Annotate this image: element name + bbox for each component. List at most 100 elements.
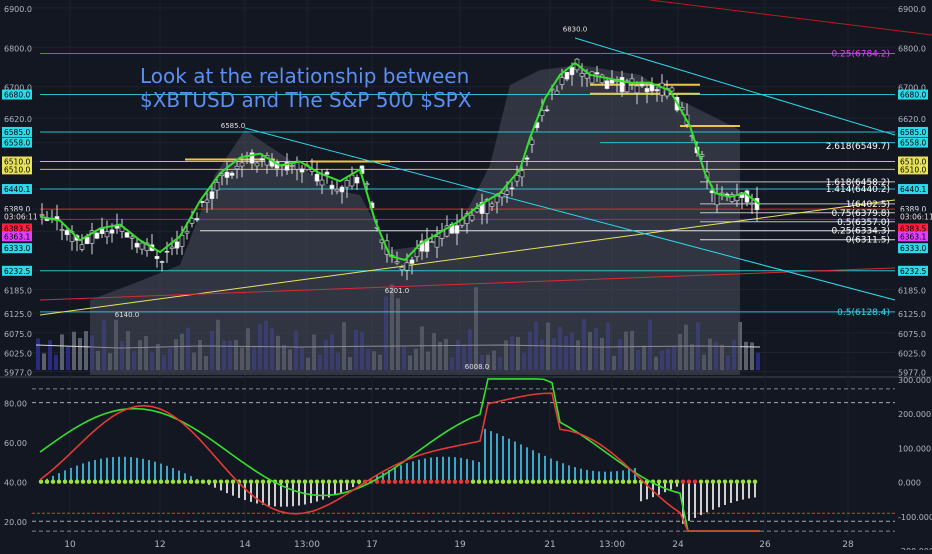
x-tick-label: 14 bbox=[239, 540, 251, 550]
osc-histogram-bar bbox=[154, 462, 156, 482]
osc-zero-dot bbox=[591, 479, 595, 483]
osc-zero-dot bbox=[219, 479, 223, 483]
osc-histogram-bar bbox=[148, 460, 150, 482]
x-tick-label: 17 bbox=[366, 540, 377, 550]
osc-zero-dot bbox=[537, 479, 541, 483]
osc-histogram-bar bbox=[466, 459, 468, 482]
osc-histogram-bar bbox=[454, 457, 456, 482]
osc-right-tick: 100.000 bbox=[898, 444, 931, 453]
candle-body bbox=[495, 196, 499, 202]
osc-histogram-bar bbox=[316, 482, 318, 502]
candle-body bbox=[410, 260, 414, 264]
osc-zero-dot bbox=[693, 479, 697, 483]
osc-histogram-bar bbox=[160, 464, 162, 482]
osc-zero-dot bbox=[585, 479, 589, 483]
osc-left-tick: 60.00 bbox=[4, 439, 27, 448]
candle-body bbox=[395, 262, 399, 263]
osc-zero-dot bbox=[753, 479, 757, 483]
osc-zero-dot bbox=[471, 479, 475, 483]
chart-annotation: Look at the relationship between $XBTUSD… bbox=[140, 64, 471, 112]
candle-body bbox=[545, 110, 549, 111]
osc-zero-dot bbox=[87, 479, 91, 483]
osc-zero-dot bbox=[453, 479, 457, 483]
osc-histogram-bar bbox=[88, 462, 90, 482]
candle-body bbox=[205, 200, 209, 202]
osc-histogram-bar bbox=[448, 457, 450, 482]
osc-histogram-bar bbox=[142, 459, 144, 482]
fib-label: 2.618(6549.7) bbox=[826, 142, 890, 152]
osc-zero-dot bbox=[513, 479, 517, 483]
osc-zero-dot bbox=[225, 479, 229, 483]
osc-zero-dot bbox=[681, 479, 685, 483]
candle-body bbox=[235, 166, 239, 169]
y-tick-label: 6025.0 bbox=[898, 350, 926, 359]
candle-body bbox=[255, 163, 259, 166]
osc-zero-dot bbox=[135, 479, 139, 483]
osc-histogram-bar bbox=[262, 482, 264, 505]
price-tag-label: 6232.5 bbox=[4, 267, 30, 276]
candle-body bbox=[165, 251, 169, 252]
fib-label: 0.25(6784.2) bbox=[831, 49, 890, 59]
osc-zero-dot bbox=[279, 479, 283, 483]
candle-body bbox=[365, 184, 369, 185]
osc-histogram-bar bbox=[568, 465, 570, 481]
osc-zero-dot bbox=[315, 479, 319, 483]
osc-histogram-bar bbox=[322, 482, 324, 500]
y-tick-label: 6900.0 bbox=[898, 5, 926, 14]
osc-zero-dot bbox=[285, 479, 289, 483]
osc-zero-dot bbox=[129, 479, 133, 483]
osc-histogram-bar bbox=[544, 456, 546, 482]
y-tick-label-left: 6900.0 bbox=[4, 5, 32, 14]
osc-histogram-bar bbox=[430, 458, 432, 482]
price-tag-label: 6680.0 bbox=[900, 91, 926, 100]
price-tag-label: 6232.5 bbox=[900, 267, 926, 276]
osc-zero-dot bbox=[99, 479, 103, 483]
osc-zero-dot bbox=[291, 479, 295, 483]
osc-zero-dot bbox=[609, 479, 613, 483]
osc-right-tick: 0.000 bbox=[898, 479, 921, 488]
osc-histogram-bar bbox=[556, 461, 558, 482]
candle-body bbox=[160, 261, 164, 262]
y-tick-label: 6075.0 bbox=[898, 330, 926, 339]
candle-body bbox=[400, 267, 404, 269]
osc-zero-dot bbox=[465, 479, 469, 483]
candle-body bbox=[660, 83, 664, 95]
osc-zero-dot bbox=[561, 479, 565, 483]
osc-zero-dot bbox=[111, 479, 115, 483]
candle-body bbox=[645, 88, 649, 91]
candle-body bbox=[95, 233, 99, 238]
candle-body bbox=[500, 193, 504, 197]
candle-body bbox=[240, 163, 244, 166]
candle-body bbox=[490, 204, 494, 207]
osc-histogram-bar bbox=[124, 457, 126, 482]
osc-histogram-bar bbox=[442, 457, 444, 482]
osc-histogram-bar bbox=[286, 482, 288, 507]
osc-zero-dot bbox=[411, 479, 415, 483]
price-tag-label: 6333.0 bbox=[900, 244, 926, 253]
price-point-label: 6201.0 bbox=[385, 287, 410, 295]
price-point-label: 6585.0 bbox=[221, 122, 246, 130]
candle-body bbox=[580, 73, 584, 76]
candle-body bbox=[700, 155, 704, 156]
osc-left-tick: 40.00 bbox=[4, 479, 27, 488]
osc-zero-dot bbox=[447, 479, 451, 483]
candle-body bbox=[185, 231, 189, 233]
osc-zero-dot bbox=[429, 479, 433, 483]
volume-bar bbox=[84, 331, 88, 370]
osc-zero-dot bbox=[177, 479, 181, 483]
volume-bar bbox=[744, 342, 748, 370]
osc-zero-dot bbox=[531, 479, 535, 483]
osc-zero-dot bbox=[747, 479, 751, 483]
osc-zero-dot bbox=[711, 479, 715, 483]
osc-histogram-bar bbox=[472, 460, 474, 481]
candle-body bbox=[140, 243, 144, 249]
osc-histogram-bar bbox=[478, 462, 480, 482]
osc-left-tick: 20.00 bbox=[4, 518, 27, 527]
x-tick-label: 12 bbox=[154, 540, 165, 550]
osc-histogram-bar bbox=[244, 482, 246, 500]
price-tag-label: 6440.1 bbox=[900, 185, 926, 194]
osc-zero-dot bbox=[159, 479, 163, 483]
price-tag-label: 6558.0 bbox=[900, 139, 926, 148]
candle-body bbox=[170, 247, 174, 248]
candle-body bbox=[510, 188, 514, 189]
